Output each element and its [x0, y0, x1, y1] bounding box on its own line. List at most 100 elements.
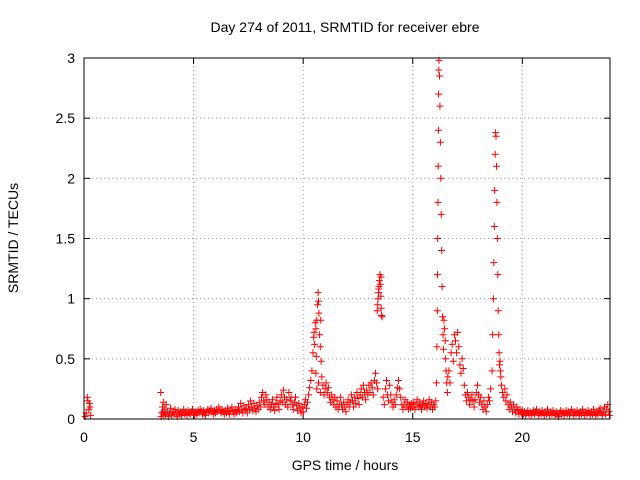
data-point [336, 393, 344, 401]
data-point [342, 408, 350, 416]
data-point [487, 385, 495, 393]
data-point [171, 405, 179, 413]
data-point [482, 408, 490, 416]
data-point [273, 393, 281, 401]
data-point [269, 396, 276, 404]
data-point [286, 397, 294, 405]
data-point [483, 401, 491, 409]
data-point [271, 407, 279, 415]
data-point [260, 397, 268, 405]
data-point [312, 352, 320, 360]
data-point [317, 316, 325, 324]
data-point [385, 397, 393, 405]
data-point [238, 405, 246, 413]
grid-layer [84, 58, 610, 419]
data-point [494, 307, 502, 315]
data-point [386, 381, 394, 389]
data-point [392, 391, 400, 399]
data-point [496, 357, 504, 365]
data-point [309, 349, 317, 357]
data-point [270, 403, 278, 411]
data-point [318, 373, 326, 381]
data-point [315, 309, 323, 317]
data-point [324, 384, 332, 392]
data-point [493, 198, 501, 206]
data-point [292, 393, 299, 401]
data-point [484, 393, 492, 401]
data-point [396, 385, 404, 393]
data-point [295, 399, 303, 407]
data-point [285, 389, 293, 396]
data-point [488, 367, 496, 375]
y-tick-label: 1.5 [56, 231, 76, 247]
data-point [312, 325, 320, 333]
data-point [83, 393, 91, 401]
x-tick-label: 20 [515, 429, 531, 445]
data-point [491, 150, 499, 158]
data-point [289, 405, 297, 413]
data-point [248, 403, 256, 411]
data-point [275, 405, 283, 413]
data-point [262, 391, 270, 399]
data-point [305, 391, 313, 399]
data-point [167, 404, 175, 412]
data-point [377, 304, 385, 312]
data-point [456, 361, 464, 369]
data-point [503, 391, 511, 399]
data-point [242, 404, 250, 412]
data-point [434, 126, 442, 134]
data-point [312, 369, 320, 377]
data-point [310, 328, 318, 336]
data-point [368, 384, 376, 392]
data-point [501, 385, 509, 393]
data-point [496, 367, 504, 375]
data-point [378, 313, 386, 321]
data-point [490, 259, 498, 267]
data-point [372, 369, 379, 377]
data-point [446, 379, 454, 387]
data-point [380, 401, 388, 409]
data-point [397, 393, 405, 401]
data-point [315, 379, 322, 387]
data-point [439, 331, 447, 339]
y-tick-label: 3 [67, 50, 75, 66]
data-point [436, 138, 444, 146]
data-point [460, 381, 468, 389]
data-point [352, 399, 360, 407]
data-point [290, 398, 298, 406]
data-point [605, 408, 613, 416]
y-axis-title: SRMTID / TECUs [5, 183, 21, 293]
data-point [594, 410, 602, 418]
data-point [86, 403, 94, 411]
data-point [274, 401, 282, 409]
data-point [323, 389, 331, 396]
data-point [258, 393, 265, 401]
data-point [362, 396, 370, 404]
data-point [441, 337, 449, 345]
y-tick-label: 2 [67, 170, 75, 186]
data-point [434, 271, 441, 279]
data-point [379, 393, 387, 401]
data-point [322, 379, 330, 387]
data-point [443, 389, 451, 396]
data-point [440, 316, 448, 324]
x-tick-label: 10 [295, 429, 311, 445]
data-point [439, 313, 447, 321]
data-point [490, 223, 498, 230]
data-point [434, 198, 442, 206]
data-point [491, 186, 499, 194]
data-point [432, 397, 440, 405]
data-point [316, 331, 324, 339]
data-point [160, 411, 168, 419]
data-point [452, 337, 459, 345]
data-point [494, 271, 502, 279]
data-point [308, 367, 316, 375]
data-point [489, 331, 497, 339]
data-point [313, 385, 321, 393]
data-point [435, 90, 443, 98]
data-point [311, 340, 319, 348]
data-point [432, 379, 440, 387]
data-point [489, 295, 497, 303]
data-point [497, 373, 505, 381]
